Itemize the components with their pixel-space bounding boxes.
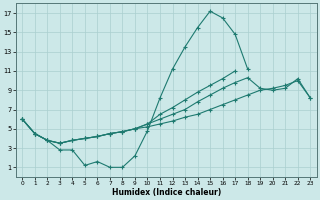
X-axis label: Humidex (Indice chaleur): Humidex (Indice chaleur): [112, 188, 221, 197]
